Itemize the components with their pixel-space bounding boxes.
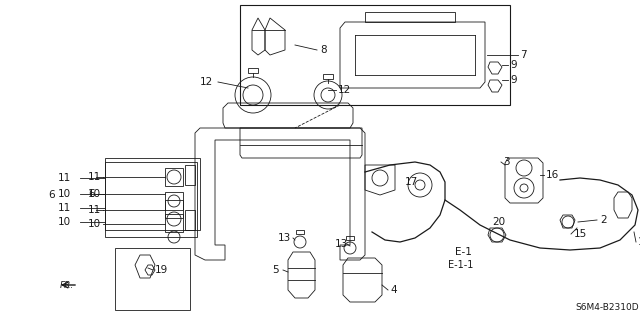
Bar (165, 200, 183, 218)
Text: 4: 4 (390, 285, 397, 295)
Text: 11: 11 (88, 172, 101, 182)
Bar (165, 214, 183, 232)
Bar (105, 158, 200, 230)
Text: 7: 7 (520, 50, 527, 60)
Text: 16: 16 (546, 170, 559, 180)
Text: 8: 8 (320, 45, 326, 55)
Text: 11: 11 (88, 205, 101, 215)
Text: 13: 13 (278, 233, 291, 243)
Text: 10: 10 (58, 189, 71, 199)
Bar (105, 162, 197, 237)
Text: 18: 18 (638, 237, 640, 247)
Text: 3: 3 (503, 157, 509, 167)
Text: 10: 10 (58, 217, 71, 227)
Text: S6M4-B2310D: S6M4-B2310D (575, 303, 639, 313)
Text: 10: 10 (88, 189, 101, 199)
Bar (240, 5, 510, 105)
Text: 6: 6 (48, 190, 54, 200)
Text: 2: 2 (600, 215, 607, 225)
Text: 12: 12 (200, 77, 213, 87)
Text: 10: 10 (88, 219, 101, 229)
Text: 9: 9 (510, 60, 516, 70)
Bar (165, 192, 183, 210)
Text: 9: 9 (510, 75, 516, 85)
Bar (115, 248, 190, 310)
Text: 6: 6 (88, 189, 95, 199)
Bar (165, 168, 183, 186)
Text: 11: 11 (58, 203, 71, 213)
Text: 11: 11 (58, 173, 71, 183)
Text: 5: 5 (272, 265, 278, 275)
Text: FR.: FR. (60, 280, 74, 290)
Text: 17: 17 (405, 177, 419, 187)
Text: 12: 12 (338, 85, 351, 95)
Text: 19: 19 (155, 265, 168, 275)
Text: 20: 20 (492, 217, 505, 227)
Text: 15: 15 (574, 229, 588, 239)
Text: 13: 13 (335, 239, 348, 249)
Text: E-1-1: E-1-1 (448, 260, 474, 270)
Text: E-1: E-1 (455, 247, 472, 257)
